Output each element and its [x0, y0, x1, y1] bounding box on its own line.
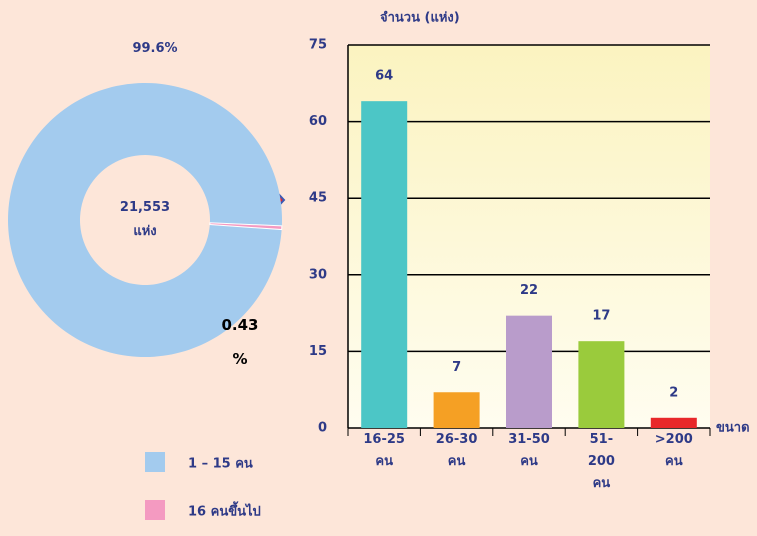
bar	[506, 315, 552, 428]
bar	[433, 392, 480, 428]
bar-value-label: 22	[520, 283, 538, 298]
x-axis-label: ขนาด	[716, 421, 750, 436]
x-tick-label: >200 คน	[654, 432, 693, 469]
pie-slice	[8, 82, 283, 357]
bar-value-label: 64	[375, 69, 393, 84]
x-tick-label: 16-25 คน	[363, 432, 405, 469]
x-tick-label: 31-50 คน	[508, 432, 550, 469]
bar-value-label: 2	[669, 385, 678, 400]
y-tick-label: 15	[309, 344, 327, 359]
y-tick-label: 30	[309, 267, 327, 282]
pie-slice	[209, 222, 283, 231]
x-tick-label: 51-200 คน	[587, 432, 615, 491]
value-label: 0.43 %	[221, 316, 259, 368]
y-axis-label: จำนวน (แห่ง)	[380, 10, 460, 26]
x-tick-label: 26-30 คน	[435, 432, 478, 469]
legend-swatch	[145, 452, 165, 472]
bar	[578, 341, 625, 428]
y-tick-label: 45	[309, 191, 327, 206]
bar-value-label: 7	[452, 360, 461, 375]
bar-value-label: 17	[592, 309, 610, 324]
value-label: 99.6%	[132, 41, 178, 56]
y-tick-label: 75	[309, 38, 327, 53]
center-label: 21,553 แห่ง	[119, 200, 171, 239]
legend-label: 1 – 15 คน	[188, 457, 253, 472]
y-tick-label: 60	[309, 114, 327, 129]
legend-label: 16 คนขึ้นไป	[188, 501, 261, 520]
legend-swatch	[145, 500, 165, 520]
bar	[361, 101, 408, 428]
bar	[650, 417, 697, 428]
y-tick-label: 0	[318, 421, 327, 436]
